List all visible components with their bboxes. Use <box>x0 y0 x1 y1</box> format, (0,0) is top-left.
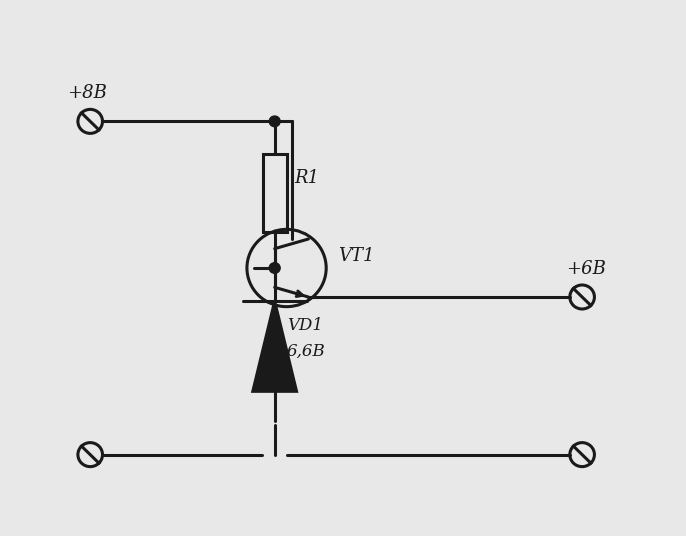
Text: +6В: +6В <box>565 259 606 278</box>
Text: VT1: VT1 <box>338 247 375 265</box>
Text: R1: R1 <box>294 169 319 187</box>
Polygon shape <box>253 301 296 391</box>
Text: +8В: +8В <box>67 84 107 102</box>
Circle shape <box>269 116 280 126</box>
Text: 6,6В: 6,6В <box>287 344 326 360</box>
Circle shape <box>269 263 280 273</box>
Text: VD1: VD1 <box>287 317 323 333</box>
